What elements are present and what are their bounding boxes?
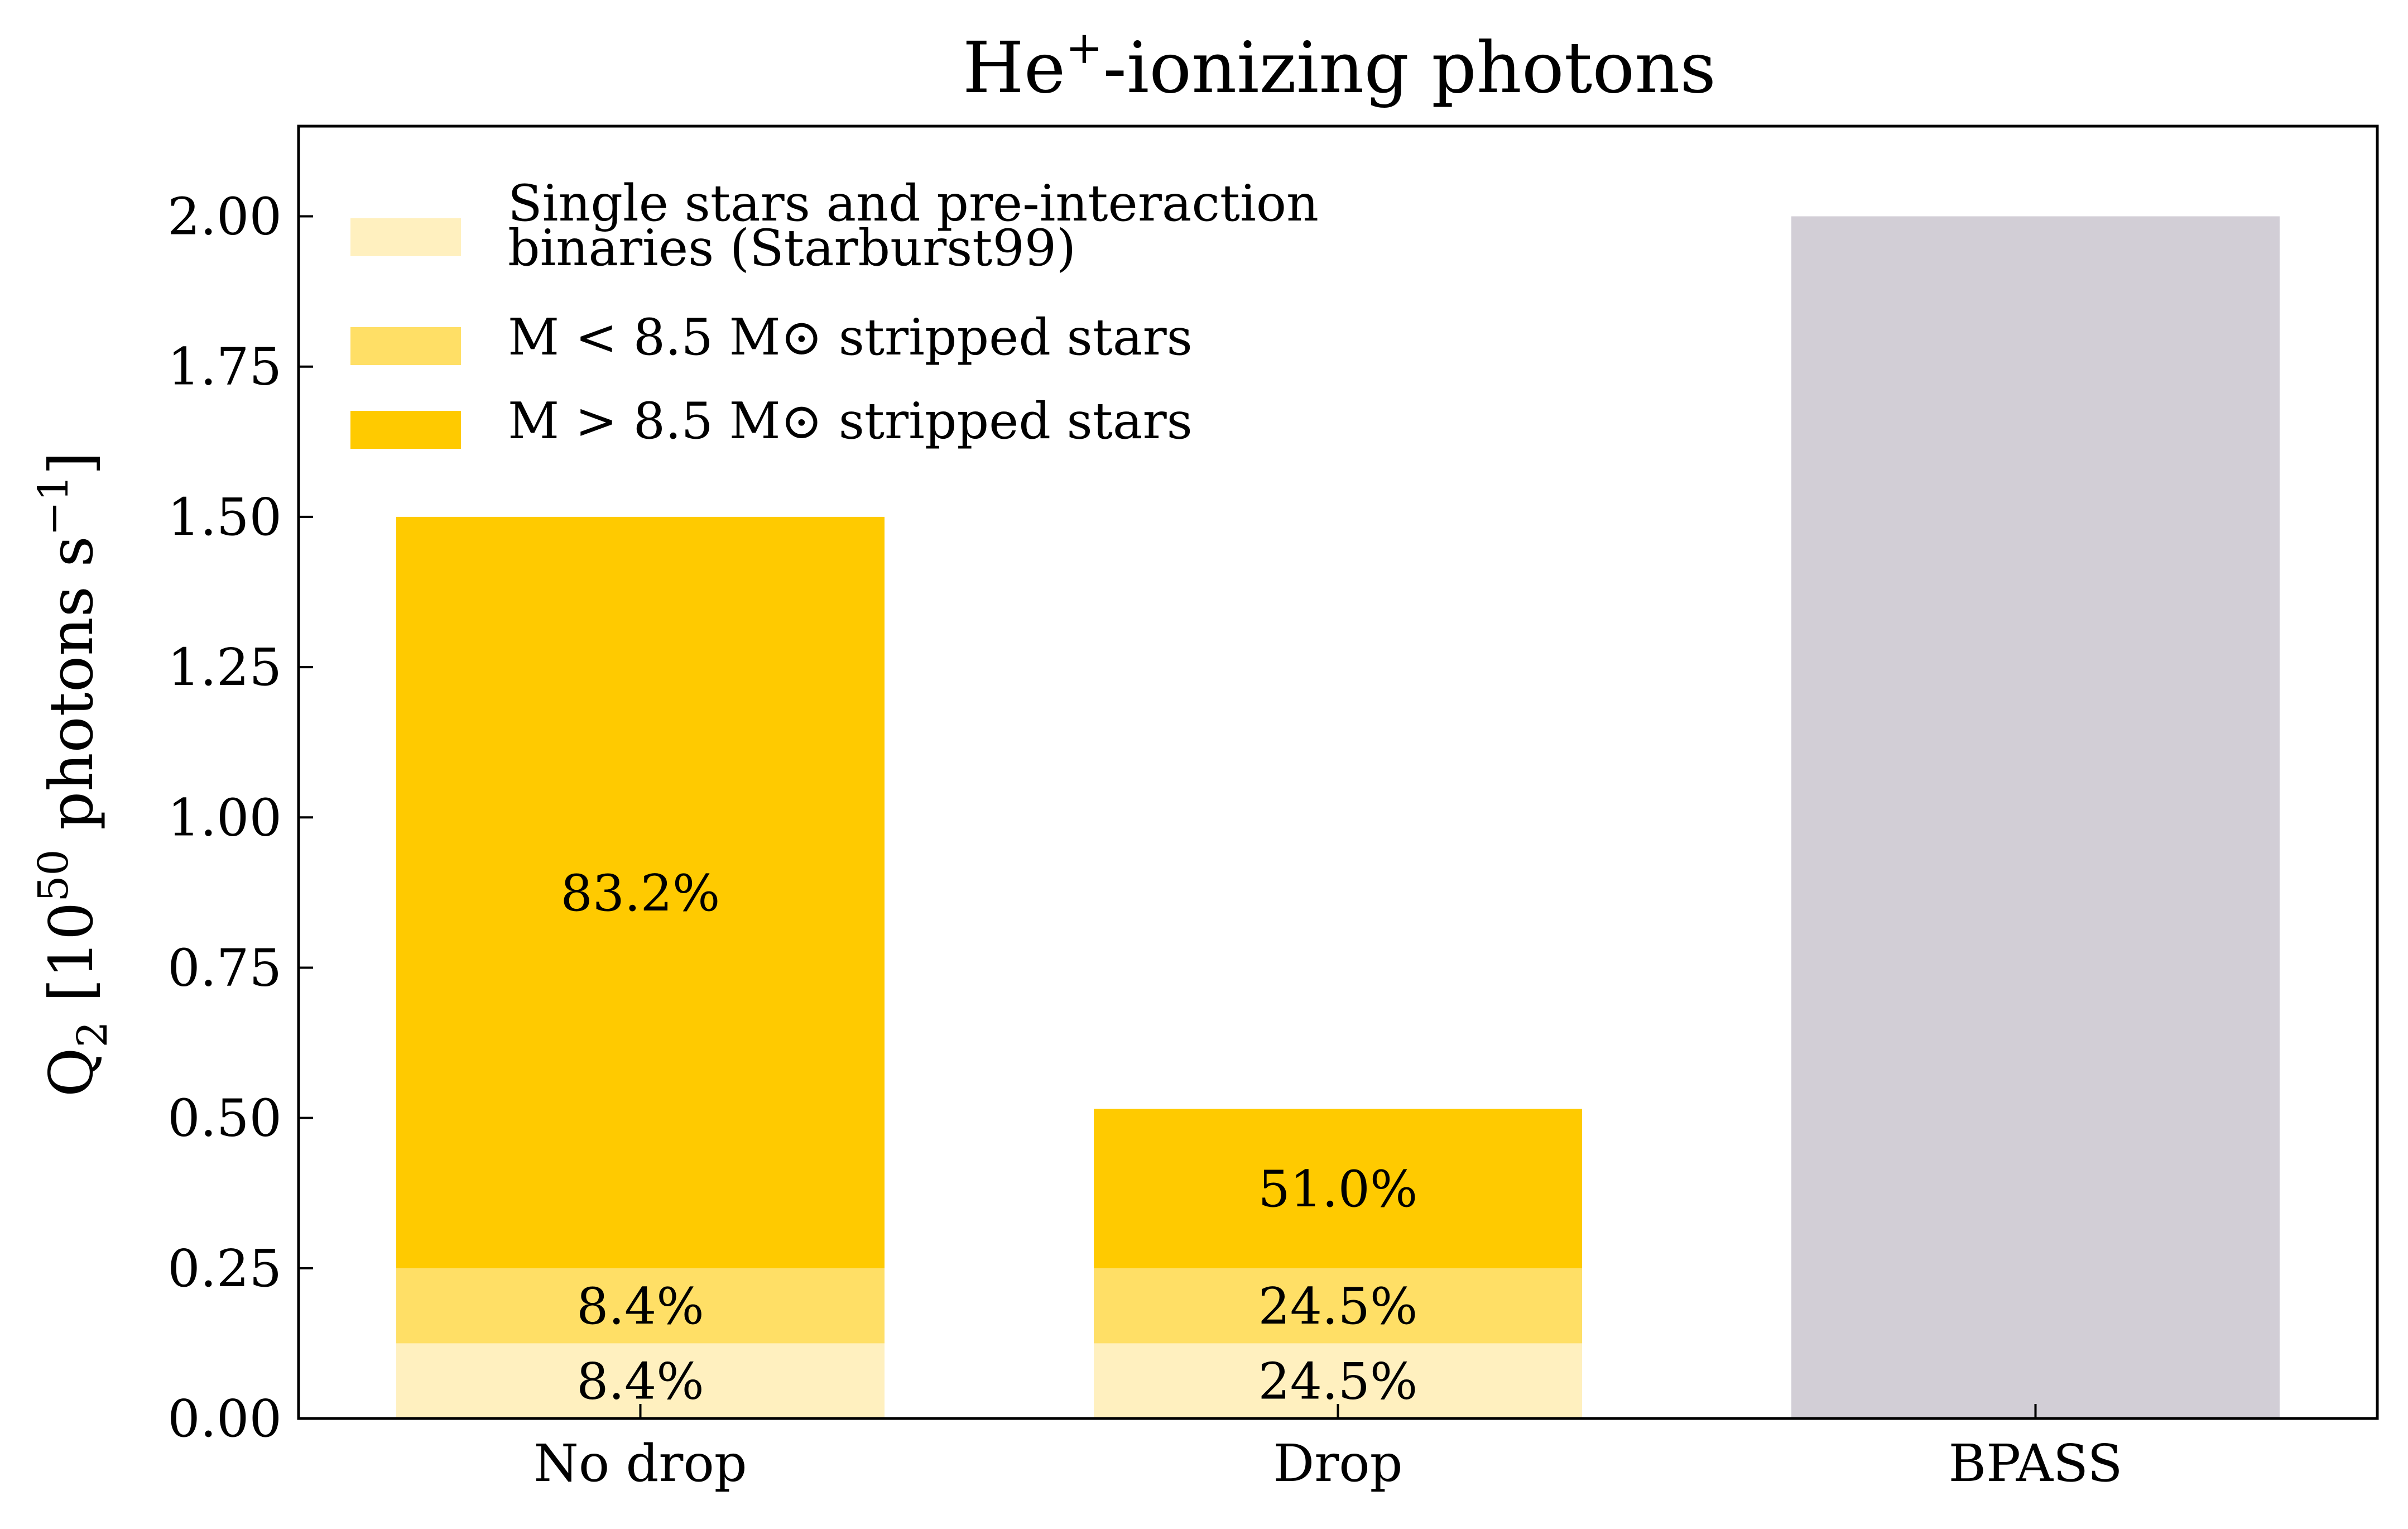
ylabel-q: Q [37, 1048, 107, 1097]
x-tick-label: Drop [1273, 1434, 1402, 1493]
ylabel-mid: photons s [37, 536, 107, 849]
bar-label: 24.5% [1258, 1277, 1418, 1336]
bar-segment-2-drop [1094, 1268, 1582, 1344]
y-tick-label: 1.75 [167, 337, 282, 397]
legend-swatch [350, 327, 461, 365]
ylabel-exponent: 50 [30, 849, 78, 902]
y-tick-label: 1.00 [167, 788, 282, 847]
legend-entry-label: binaries (Starburst99) [508, 219, 1076, 277]
ylabel-neg-exponent: −1 [30, 475, 78, 536]
legend-entry-label: M < 8.5 M⊙ stripped stars [508, 308, 1193, 367]
ylabel-close: ] [37, 452, 107, 475]
legend-entry-label: Single stars and pre-interaction [508, 174, 1319, 233]
bar-segment-2-no-drop [396, 1268, 885, 1344]
y-tick-label: 0.25 [167, 1239, 282, 1298]
bar-labels-group: 8.4% 8.4% 83.2% 24.5% 24.5% 51.0% [561, 864, 1418, 1411]
bar-label: 24.5% [1258, 1353, 1418, 1411]
legend: Single stars and pre-interactionbinaries… [350, 174, 1319, 450]
x-tick-label: No drop [533, 1434, 747, 1493]
y-axis-title: Q2 [1050 photons s−1] [30, 452, 117, 1097]
title-base: He [963, 27, 1065, 109]
y-tick-label: 1.50 [167, 487, 282, 547]
y-tick-label: 2.00 [167, 187, 282, 247]
ylabel-open: [10 [37, 902, 107, 1022]
title-rest: -ionizing photons [1103, 27, 1716, 109]
x-tick-label: BPASS [1949, 1434, 2123, 1493]
y-tick-label: 0.75 [167, 938, 282, 998]
bars-group [396, 216, 2280, 1418]
y-axis: 0.00 0.25 0.50 0.75 1.00 1.25 1.50 1.75 2.00 [167, 187, 313, 1449]
legend-swatch [350, 411, 461, 449]
bar-label: 83.2% [561, 864, 720, 923]
legend-swatch [350, 218, 461, 256]
y-tick-label: 1.25 [167, 638, 282, 697]
bar-bpass [1791, 216, 2280, 1418]
legend-entry-label: M > 8.5 M⊙ stripped stars [508, 392, 1193, 450]
bar-label: 8.4% [576, 1277, 704, 1336]
bar-label: 8.4% [576, 1353, 704, 1411]
chart-title: He+-ionizing photons [963, 22, 1716, 109]
ylabel-q-subscript: 2 [69, 1021, 117, 1047]
bar-label: 51.0% [1258, 1160, 1418, 1219]
bar-segment-3-drop [1094, 1109, 1582, 1268]
x-axis: No drop Drop BPASS [533, 1404, 2122, 1493]
y-tick-label: 0.50 [167, 1089, 282, 1148]
title-superscript: + [1065, 22, 1103, 74]
y-tick-label: 0.00 [167, 1389, 282, 1449]
bar-segment-3-no-drop [396, 516, 885, 1268]
